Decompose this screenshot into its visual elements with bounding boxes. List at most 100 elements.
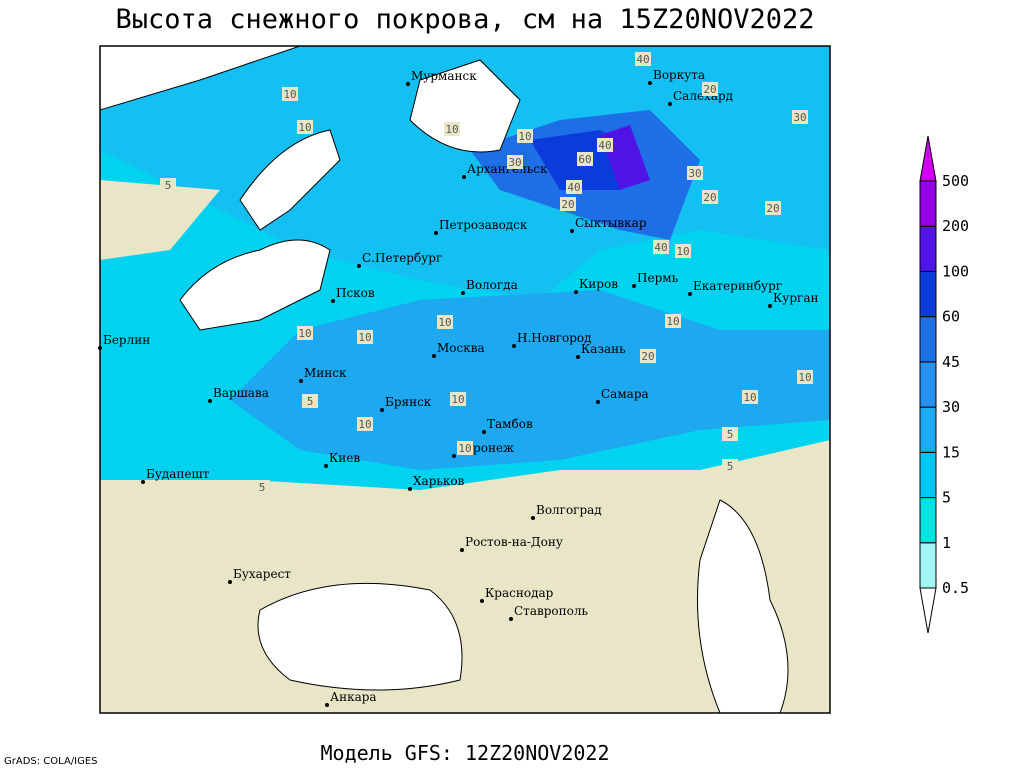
contour-label: 10 (458, 442, 471, 455)
city-dot (482, 430, 486, 434)
colorbar-box (919, 361, 937, 408)
contour-label: 10 (445, 123, 458, 136)
city-label: Минск (304, 366, 347, 380)
city-label: Псков (336, 286, 375, 300)
colorbar-box (919, 542, 937, 589)
contour-label: 10 (298, 327, 311, 340)
colorbar-label: 0.5 (942, 579, 969, 597)
city-dot (574, 290, 578, 294)
colorbar-label: 500 (942, 172, 969, 190)
city-dot (452, 454, 456, 458)
contour-label: 40 (567, 181, 580, 194)
city-dot (325, 703, 329, 707)
contour-label-bg (297, 120, 313, 134)
city-label: Бухарест (233, 567, 291, 581)
contour-label-bg (160, 178, 176, 192)
contour-label: 40 (654, 241, 667, 254)
colorbar-box (919, 451, 937, 499)
city-dot (648, 81, 652, 85)
contour-label: 10 (666, 315, 679, 328)
colorbar-label: 60 (942, 308, 960, 326)
contour-label: 10 (358, 331, 371, 344)
city-dot (480, 599, 484, 603)
city-label: Казань (581, 342, 626, 356)
city-label: Екатеринбург (693, 279, 782, 293)
city-dot (228, 580, 232, 584)
colorbar-box (919, 497, 937, 544)
city-label: Брянск (385, 395, 432, 409)
colorbar-tri (919, 587, 937, 634)
contour-label-bg (722, 459, 738, 473)
colorbar-label: 45 (942, 353, 960, 371)
city-dot (531, 516, 535, 520)
contour-label-bg (722, 427, 738, 441)
contour-label: 60 (578, 153, 591, 166)
contour-label: 5 (165, 179, 172, 192)
contour-label: 30 (688, 167, 701, 180)
city-dot (434, 231, 438, 235)
contour-label-bg (687, 166, 703, 180)
contour-label: 10 (798, 371, 811, 384)
city-label: С.Петербург (362, 251, 442, 265)
city-dot (596, 400, 600, 404)
city-dot (460, 548, 464, 552)
city-label: Волгоград (536, 503, 602, 517)
city-label: Ставрополь (514, 604, 588, 618)
contour-label-bg (742, 390, 758, 404)
contour-label: 5 (259, 481, 266, 494)
contour-label: 10 (358, 418, 371, 431)
city-dot (380, 408, 384, 412)
city-dot (408, 487, 412, 491)
contour-label: 10 (676, 245, 689, 258)
city-label: Киров (579, 277, 618, 291)
city-label: Берлин (103, 333, 150, 347)
title: Высота снежного покрова, см на 15Z20NOV2… (116, 4, 815, 35)
city-dot (461, 291, 465, 295)
contour-label: 10 (743, 391, 756, 404)
city-dot (768, 304, 772, 308)
contour-label: 30 (508, 156, 521, 169)
contour-label-bg (357, 330, 373, 344)
contour-label: 20 (703, 83, 716, 96)
city-dot (632, 284, 636, 288)
contour-label: 10 (298, 121, 311, 134)
city-label: Сыктывкар (575, 216, 647, 230)
contour-label-bg (702, 190, 718, 204)
contour-label: 10 (438, 316, 451, 329)
contour-label: 40 (636, 53, 649, 66)
colorbar-label: 100 (942, 262, 969, 280)
city-dot (299, 379, 303, 383)
city-dot (208, 399, 212, 403)
city-dot (406, 82, 410, 86)
contour-label-bg (635, 52, 651, 66)
colorbar-label: 30 (942, 398, 960, 416)
contour-label-bg (450, 392, 466, 406)
contour-label-bg (792, 110, 808, 124)
colorbar-box (919, 225, 937, 272)
colorbar-box (919, 406, 937, 453)
city-label: Киев (329, 451, 360, 465)
contour-label: 5 (307, 395, 314, 408)
contour-label-bg (444, 122, 460, 136)
footer: Модель GFS: 12Z20NOV2022 (321, 741, 610, 765)
city-dot (576, 355, 580, 359)
contour-label: 30 (793, 111, 806, 124)
contour-label-bg (457, 441, 473, 455)
contour-label: 20 (703, 191, 716, 204)
contour-label-bg (765, 201, 781, 215)
contour-label-bg (302, 394, 318, 408)
city-label: Москва (437, 341, 485, 355)
colorbar-label: 15 (942, 443, 960, 461)
credit: GrADS: COLA/IGES (4, 756, 98, 767)
city-label: Краснодар (485, 586, 554, 600)
colorbar-box (919, 316, 937, 363)
city-dot (462, 175, 466, 179)
colorbar-label: 5 (942, 489, 951, 507)
city-label: Будапешт (146, 467, 210, 481)
city-label: Анкара (330, 690, 377, 704)
city-dot (324, 464, 328, 468)
city-label: Мурманск (411, 69, 477, 83)
contour-label-bg (507, 155, 523, 169)
